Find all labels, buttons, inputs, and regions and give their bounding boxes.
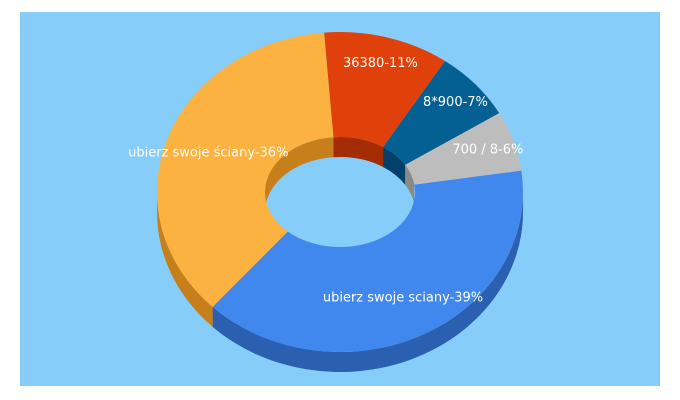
slice-label-1: ubierz swoje ściany-36% bbox=[128, 145, 288, 160]
slice-label-4: 700 / 8-6% bbox=[452, 142, 523, 157]
slice-label-3: 8*900-7% bbox=[423, 95, 488, 110]
slice-2 bbox=[324, 31, 446, 147]
donut-depth bbox=[157, 192, 523, 372]
slice-label-2: 36380-11% bbox=[343, 56, 418, 71]
slice-1 bbox=[156, 32, 334, 307]
donut-chart: ubierz swoje sciany-39% ubierz swoje ścia… bbox=[128, 31, 523, 372]
donut-hole bbox=[265, 137, 415, 212]
hole-wall-3 bbox=[383, 146, 406, 185]
hole-wall-1 bbox=[265, 137, 334, 212]
slice-0 bbox=[212, 170, 523, 352]
slice-3 bbox=[383, 60, 500, 165]
hole-wall-2 bbox=[333, 137, 384, 167]
hole-wall-4 bbox=[405, 164, 415, 205]
slice-label-0: ubierz swoje sciany-39% bbox=[323, 290, 483, 305]
slice-4 bbox=[405, 113, 522, 185]
chart-panel: ubierz swoje sciany-39% ubierz swoje ścia… bbox=[20, 12, 660, 386]
donut-slices bbox=[156, 31, 523, 352]
slice-side-0 bbox=[212, 192, 523, 372]
slice-labels: ubierz swoje sciany-39% ubierz swoje ścia… bbox=[128, 56, 523, 306]
slice-side-1 bbox=[157, 192, 213, 327]
